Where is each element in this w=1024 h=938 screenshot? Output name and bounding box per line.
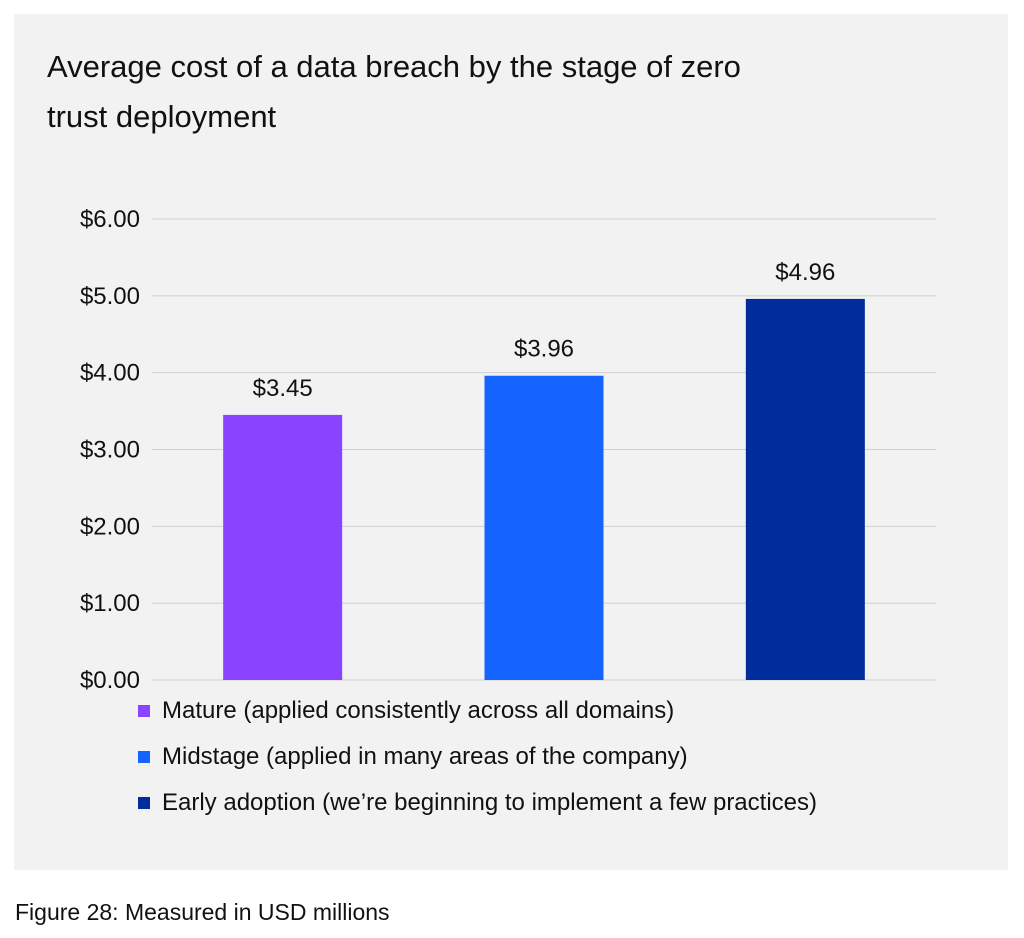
bar-value-label: $4.96 bbox=[775, 259, 835, 286]
legend-label: Mature (applied consistently across all … bbox=[162, 697, 675, 724]
bar bbox=[484, 375, 604, 680]
figure-caption: Figure 28: Measured in USD millions bbox=[15, 899, 390, 925]
y-tick-label: $1.00 bbox=[80, 590, 140, 617]
legend-item: Midstage (applied in many areas of the c… bbox=[138, 734, 817, 780]
legend-item: Mature (applied consistently across all … bbox=[138, 688, 817, 734]
legend-swatch bbox=[138, 751, 150, 763]
legend-swatch bbox=[138, 797, 150, 809]
bars bbox=[223, 298, 865, 680]
y-tick-label: $3.00 bbox=[80, 437, 140, 464]
legend-swatch bbox=[138, 705, 150, 717]
bar-value-label: $3.45 bbox=[253, 375, 313, 402]
bar-value-label: $3.96 bbox=[514, 336, 574, 363]
bar bbox=[223, 414, 343, 680]
legend-item: Early adoption (we’re beginning to imple… bbox=[138, 780, 817, 826]
legend: Mature (applied consistently across all … bbox=[138, 688, 817, 826]
y-tick-label: $4.00 bbox=[80, 360, 140, 387]
chart-title: Average cost of a data breach by the sta… bbox=[47, 49, 741, 134]
y-tick-label: $5.00 bbox=[80, 283, 140, 310]
y-tick-label: $0.00 bbox=[80, 667, 140, 694]
legend-label: Early adoption (we’re beginning to imple… bbox=[162, 789, 817, 816]
y-tick-label: $2.00 bbox=[80, 513, 140, 540]
y-tick-label: $6.00 bbox=[80, 206, 140, 233]
legend-label: Midstage (applied in many areas of the c… bbox=[162, 743, 688, 770]
bar-value-labels: $3.45 $3.96 $4.96 bbox=[253, 259, 836, 402]
y-axis-ticks: $0.00 $1.00 $2.00 $3.00 $4.00 $5.00 $6.00 bbox=[80, 206, 140, 694]
bar bbox=[745, 298, 865, 680]
